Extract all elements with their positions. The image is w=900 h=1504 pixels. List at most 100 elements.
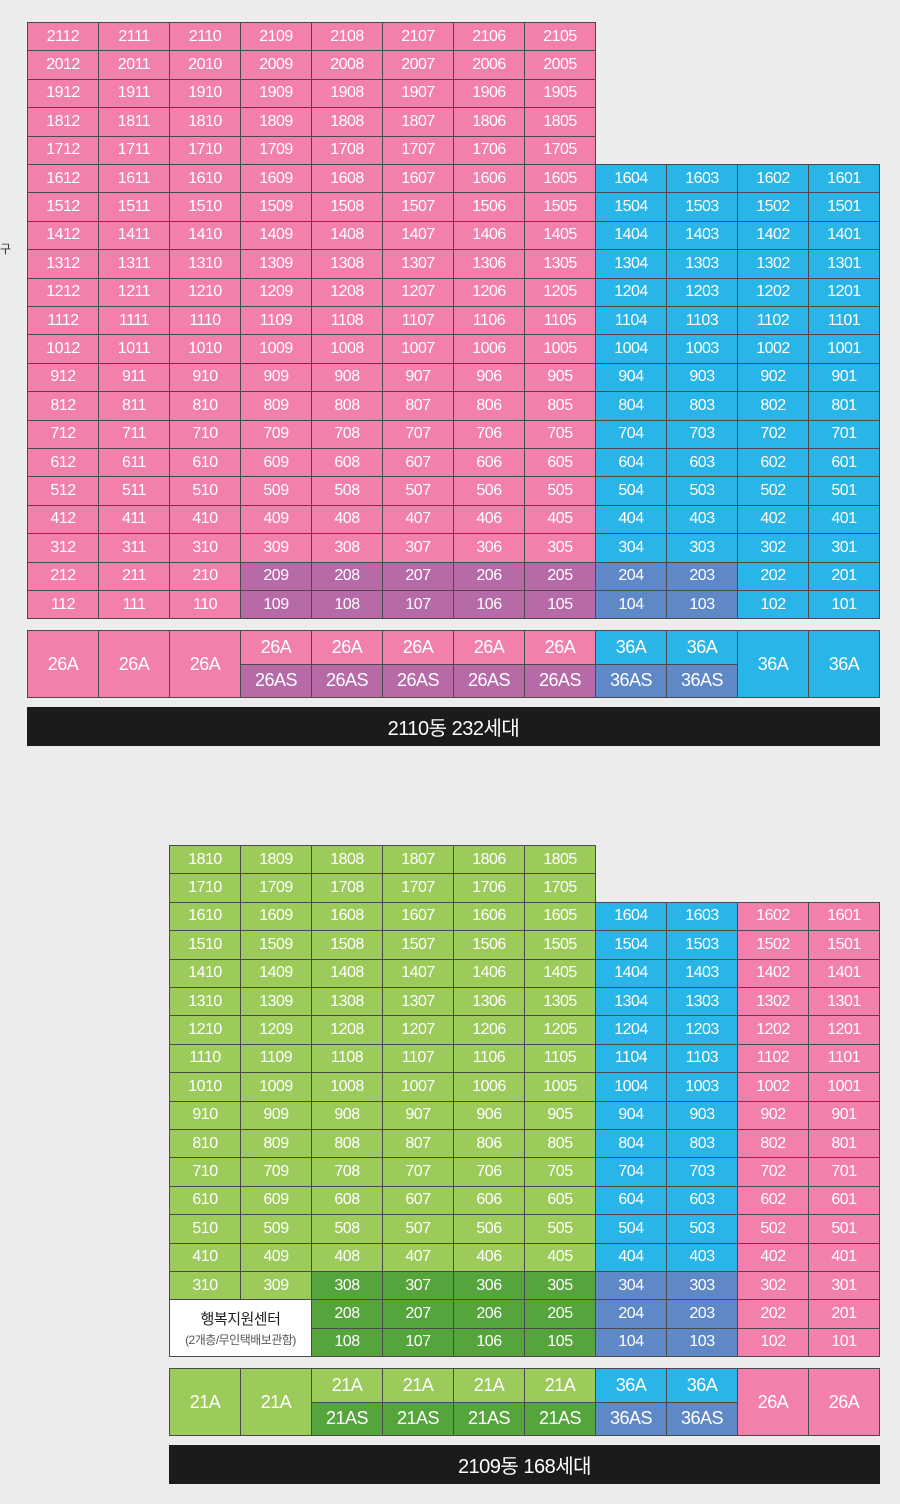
unit-cell: 110 <box>169 590 241 620</box>
unit-cell: 408 <box>311 1242 383 1272</box>
unit-cell: 906 <box>453 1100 525 1130</box>
unit-cell: 2008 <box>311 50 383 80</box>
unit-cell: 1109 <box>240 1043 312 1074</box>
unit-cell: 2007 <box>382 50 454 80</box>
unit-cell: 305 <box>524 1271 596 1301</box>
unit-cell: 902 <box>737 362 809 393</box>
unit-cell: 1311 <box>98 249 170 279</box>
unit-cell: 1302 <box>737 987 809 1017</box>
unit-cell: 1806 <box>453 107 525 137</box>
unit-cell: 1504 <box>595 192 667 222</box>
unit-cell: 1710 <box>169 873 241 903</box>
unit-cell: 704 <box>595 1157 667 1187</box>
unit-cell: 1406 <box>453 958 525 988</box>
unit-type-cell: 36A <box>737 630 809 698</box>
unit-cell: 1002 <box>737 1072 809 1102</box>
unit-cell: 910 <box>169 362 241 393</box>
unit-cell: 1008 <box>311 1072 383 1102</box>
unit-cell: 411 <box>98 504 170 535</box>
unit-cell: 402 <box>737 1242 809 1272</box>
unit-cell: 702 <box>737 419 809 449</box>
unit-cell: 1712 <box>27 135 99 165</box>
unit-cell: 1607 <box>382 901 454 932</box>
unit-cell: 1202 <box>737 277 809 307</box>
unit-cell: 107 <box>382 590 454 620</box>
unit-cell: 702 <box>737 1157 809 1187</box>
unit-cell: 1401 <box>808 958 880 988</box>
unit-cell: 1806 <box>453 845 525 875</box>
unit-cell: 106 <box>453 590 525 620</box>
unit-cell: 507 <box>382 476 454 506</box>
unit-cell: 1412 <box>27 220 99 251</box>
unit-cell: 1310 <box>169 987 241 1017</box>
unit-cell: 605 <box>524 448 596 478</box>
unit-cell: 703 <box>666 1157 738 1187</box>
unit-cell: 1610 <box>169 901 241 932</box>
unit-cell: 1706 <box>453 873 525 903</box>
building-2109-caption: 2109동 168세대 <box>169 1445 880 1484</box>
unit-cell: 602 <box>737 448 809 478</box>
unit-cell: 1603 <box>666 901 738 932</box>
unit-cell: 1306 <box>453 987 525 1017</box>
unit-type-cell: 21A <box>382 1368 454 1403</box>
unit-cell: 1005 <box>524 334 596 364</box>
unit-cell: 805 <box>524 391 596 421</box>
unit-type-cell: 26A <box>169 630 241 698</box>
unit-cell: 1502 <box>737 930 809 960</box>
unit-cell: 805 <box>524 1129 596 1159</box>
unit-cell: 601 <box>808 1185 880 1216</box>
unit-cell: 601 <box>808 448 880 478</box>
unit-cell: 1908 <box>311 78 383 109</box>
unit-type-cell: 21A <box>311 1368 383 1403</box>
unit-cell: 309 <box>240 533 312 563</box>
unit-cell: 1705 <box>524 135 596 165</box>
unit-cell: 201 <box>808 1299 880 1329</box>
unit-cell: 610 <box>169 1185 241 1216</box>
unit-cell: 809 <box>240 391 312 421</box>
unit-cell: 1808 <box>311 107 383 137</box>
building-2110-caption: 2110동 232세대 <box>27 707 880 746</box>
unit-cell: 410 <box>169 1242 241 1272</box>
unit-cell: 108 <box>311 1327 383 1358</box>
unit-cell: 2105 <box>524 22 596 52</box>
unit-cell: 905 <box>524 362 596 393</box>
unit-cell: 1710 <box>169 135 241 165</box>
unit-cell: 1405 <box>524 220 596 251</box>
unit-cell: 908 <box>311 362 383 393</box>
unit-cell: 1308 <box>311 249 383 279</box>
unit-cell: 1508 <box>311 930 383 960</box>
unit-cell: 610 <box>169 448 241 478</box>
unit-cell: 912 <box>27 362 99 393</box>
unit-cell: 1709 <box>240 135 312 165</box>
unit-cell: 710 <box>169 1157 241 1187</box>
unit-cell: 803 <box>666 391 738 421</box>
unit-cell: 1001 <box>808 1072 880 1102</box>
unit-cell: 305 <box>524 533 596 563</box>
unit-cell: 1810 <box>169 845 241 875</box>
unit-cell: 1402 <box>737 958 809 988</box>
unit-cell: 1606 <box>453 901 525 932</box>
unit-cell: 1002 <box>737 334 809 364</box>
unit-cell: 103 <box>666 1327 738 1358</box>
unit-cell: 1004 <box>595 334 667 364</box>
unit-cell: 1507 <box>382 192 454 222</box>
unit-cell: 1012 <box>27 334 99 364</box>
unit-cell: 907 <box>382 362 454 393</box>
unit-cell: 1410 <box>169 958 241 988</box>
unit-cell: 804 <box>595 1129 667 1159</box>
side-mark: 구 <box>0 242 12 256</box>
unit-cell: 806 <box>453 391 525 421</box>
unit-cell: 1510 <box>169 930 241 960</box>
unit-cell: 1609 <box>240 901 312 932</box>
unit-cell: 1403 <box>666 958 738 988</box>
unit-cell: 1611 <box>98 164 170 194</box>
unit-cell: 510 <box>169 476 241 506</box>
unit-cell: 304 <box>595 533 667 563</box>
unit-cell: 204 <box>595 561 667 591</box>
unit-cell: 1003 <box>666 334 738 364</box>
unit-cell: 503 <box>666 476 738 506</box>
unit-cell: 506 <box>453 1214 525 1244</box>
unit-type-sub-cell: 26AS <box>382 663 454 698</box>
support-center-note: (2개층/무인택배보관함) <box>185 1333 296 1348</box>
unit-cell: 1005 <box>524 1072 596 1102</box>
